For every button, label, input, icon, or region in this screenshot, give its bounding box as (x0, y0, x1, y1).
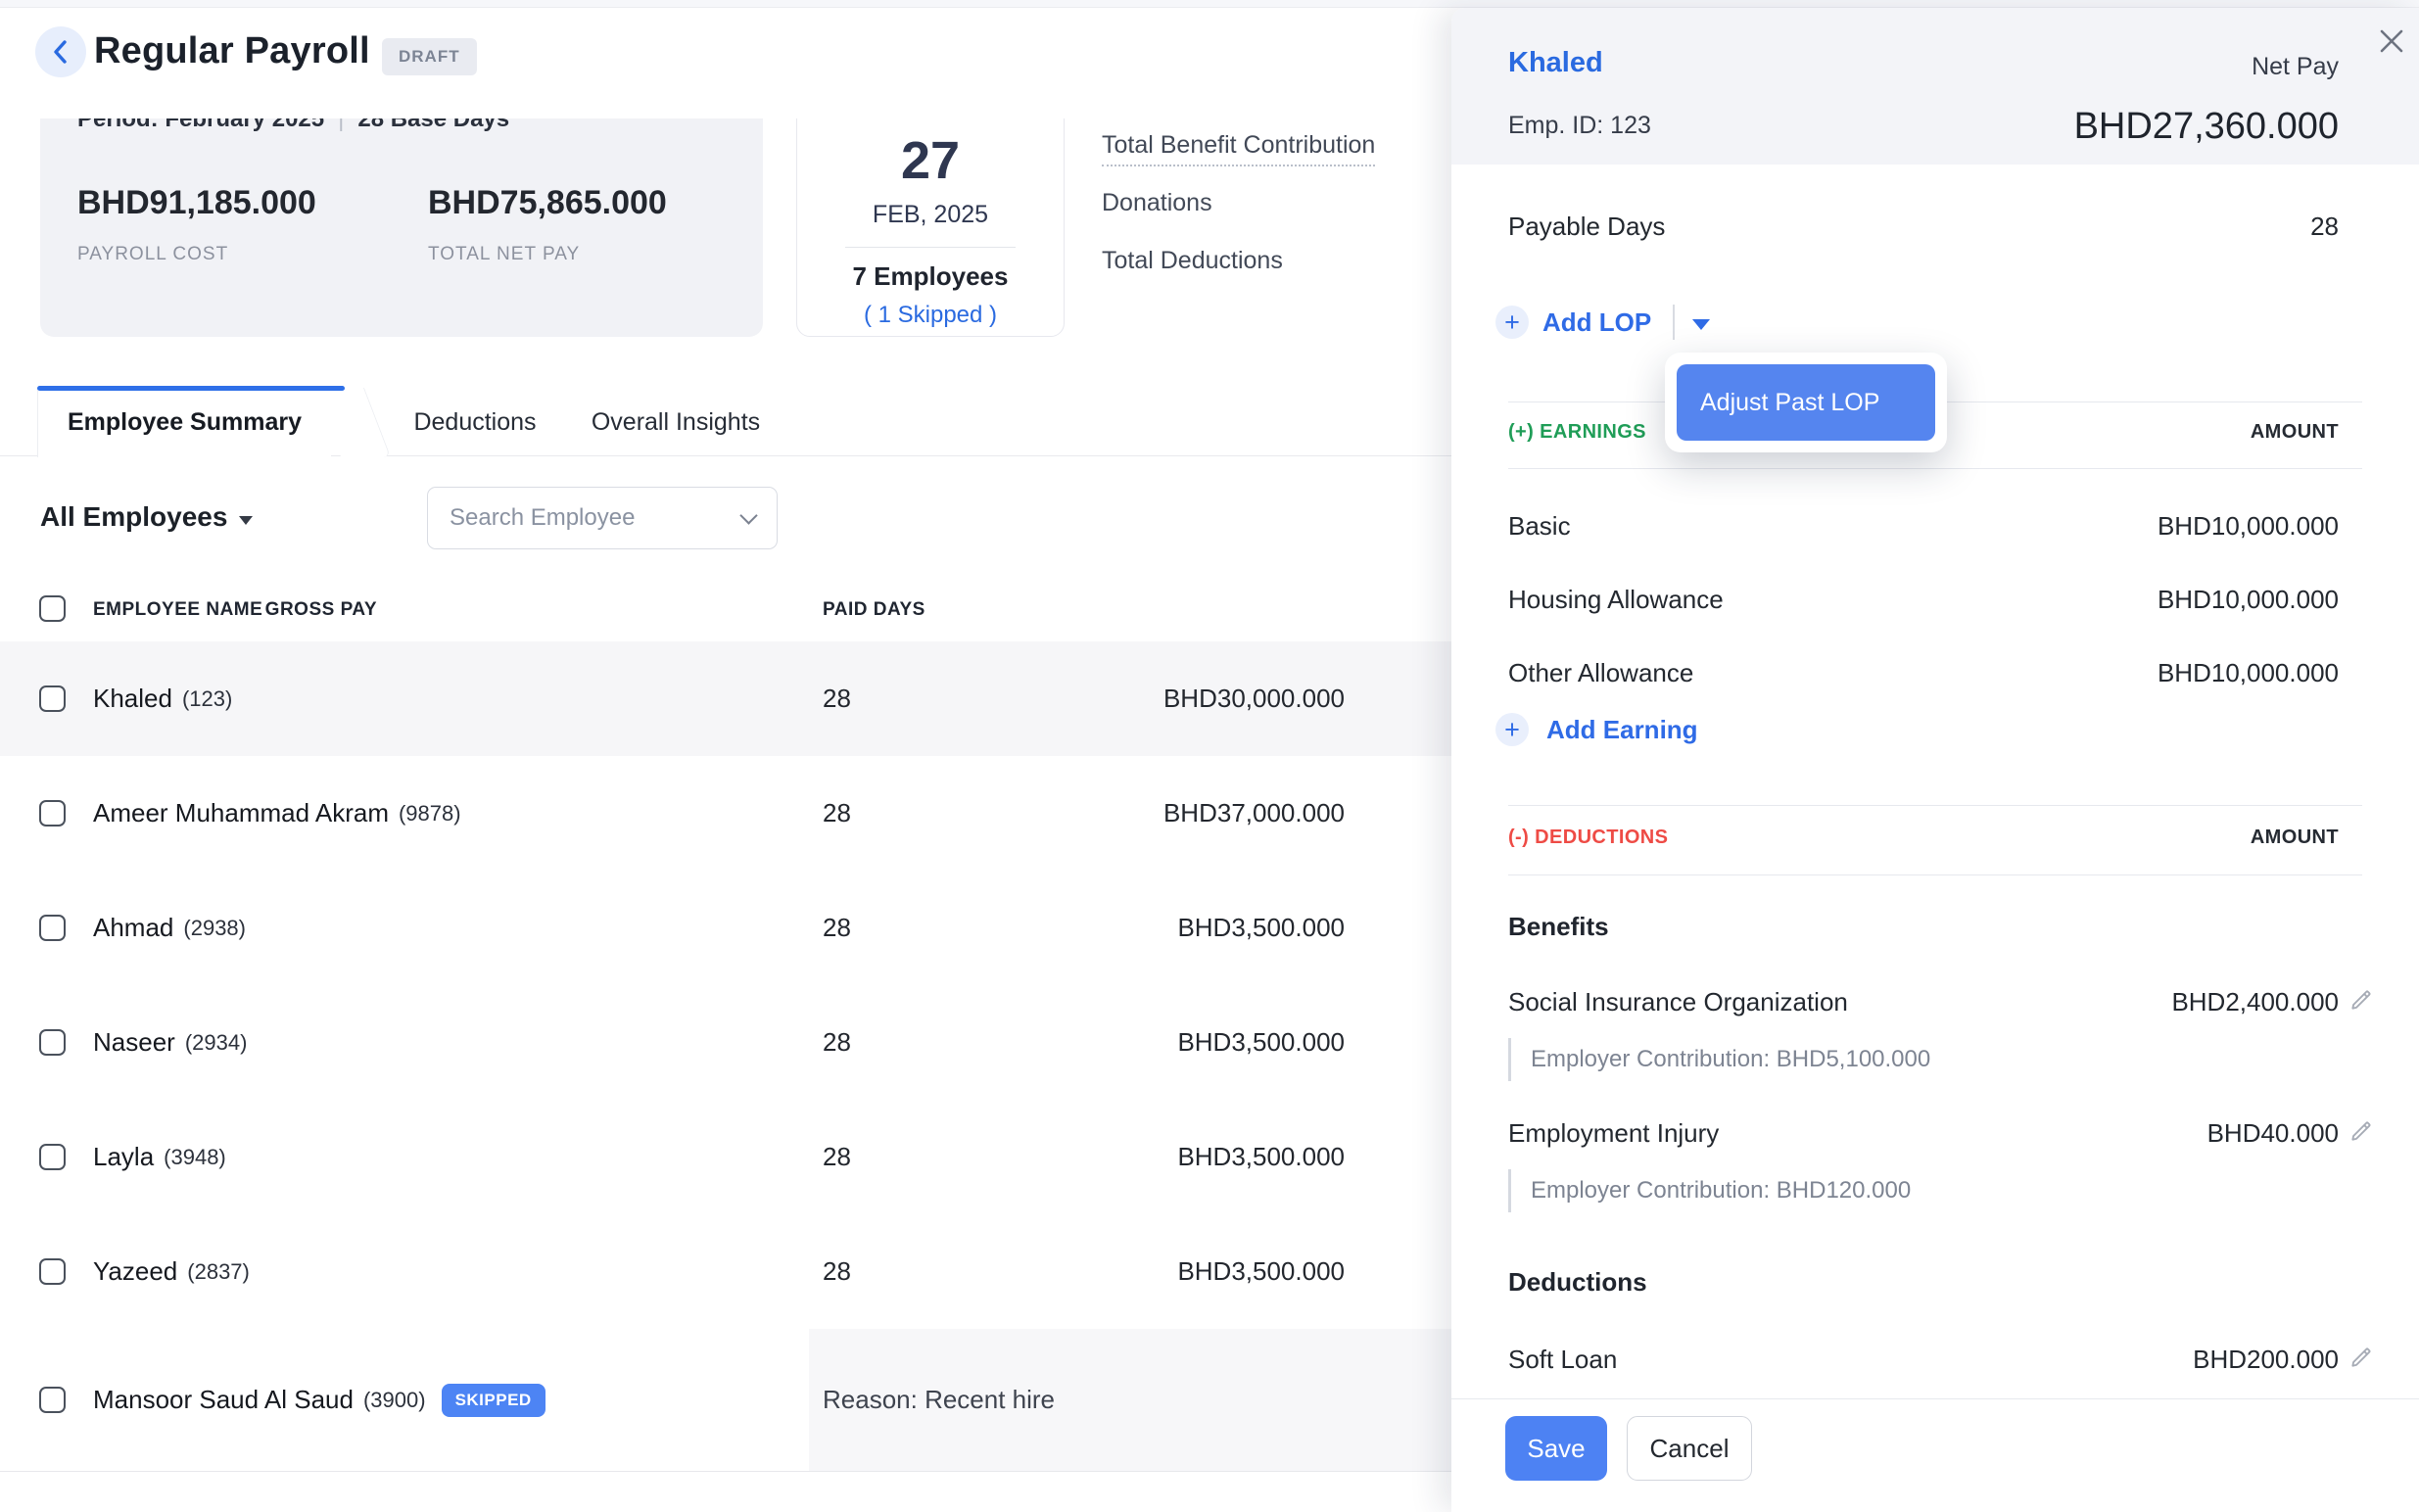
pay-date-card: 27 FEB, 2025 7 Employees ( 1 Skipped ) (796, 94, 1065, 337)
deduction-label: Soft Loan (1508, 1345, 1617, 1375)
deductions-group-title: Deductions (1508, 1267, 1647, 1298)
payroll-cost-card: Period: February 2025|28 Base Days BHD91… (40, 94, 763, 337)
tab-employee-summary[interactable]: Employee Summary (37, 388, 331, 457)
search-employee-input[interactable]: Search Employee (427, 487, 778, 549)
plus-icon: + (1495, 713, 1529, 746)
row-checkbox[interactable] (39, 1387, 66, 1413)
caret-down-icon[interactable] (1692, 319, 1710, 330)
section-divider (1508, 468, 2362, 469)
payroll-cost-value: BHD91,185.000 (77, 184, 316, 222)
deduction-amount: BHD40.000 (2207, 1118, 2339, 1149)
edit-icon[interactable] (2348, 1345, 2374, 1370)
total-net-pay-label: TOTAL NET PAY (428, 244, 667, 265)
deductions-section-header: (-) DEDUCTIONS (1508, 827, 1668, 849)
edit-icon[interactable] (2348, 1118, 2374, 1144)
tab-overall-insights[interactable]: Overall Insights (578, 388, 774, 456)
page-title: Regular Payroll (94, 30, 370, 72)
section-divider (1508, 874, 2362, 875)
deduction-label: Social Insurance Organization (1508, 987, 1848, 1017)
employee-filter-dropdown[interactable]: All Employees (40, 501, 253, 533)
col-paid-days: PAID DAYS (823, 599, 925, 621)
skipped-count-link[interactable]: ( 1 Skipped ) (797, 302, 1064, 329)
panel-header: Khaled Net Pay Emp. ID: 123 BHD27,360.00… (1451, 8, 2419, 165)
payroll-page: Period: February 2025|28 Base Days BHD91… (0, 0, 2419, 1512)
earning-label: Other Allowance (1508, 658, 1693, 688)
row-checkbox[interactable] (39, 1258, 66, 1285)
close-icon (2376, 25, 2407, 57)
earnings-amount-header: AMOUNT (2251, 421, 2339, 444)
employee-count: 7 Employees (797, 261, 1064, 292)
chevron-down-icon (239, 516, 253, 525)
tab-employee-summary-label: Employee Summary (68, 408, 302, 437)
add-earning-button[interactable]: + Add Earning (1495, 713, 1698, 746)
back-button[interactable] (35, 26, 86, 77)
payable-days-label: Payable Days (1508, 212, 1665, 242)
deduction-amount: BHD200.000 (2193, 1345, 2339, 1375)
employer-contribution-note: Employer Contribution: BHD5,100.000 (1508, 1038, 1930, 1081)
deduction-amount: BHD2,400.000 (2171, 987, 2339, 1017)
deductions-amount-header: AMOUNT (2251, 827, 2339, 849)
cancel-button[interactable]: Cancel (1627, 1416, 1752, 1481)
benefits-group-title: Benefits (1508, 912, 1609, 942)
payroll-cost-label: PAYROLL COST (77, 244, 316, 265)
tab-deductions[interactable]: Deductions (382, 388, 568, 456)
status-badge: DRAFT (382, 38, 477, 75)
deduction-label: Employment Injury (1508, 1118, 1719, 1149)
total-deductions-label: Total Deductions (1102, 247, 1375, 275)
add-lop-label: Add LOP (1542, 307, 1651, 338)
earning-label: Basic (1508, 511, 1571, 542)
active-tab-indicator (37, 386, 345, 391)
add-lop-dropdown-menu: Adjust Past LOP (1665, 353, 1947, 452)
payable-days-value: 28 (2310, 212, 2339, 242)
panel-emp-id: Emp. ID: 123 (1508, 112, 1651, 140)
earnings-section-header: (+) EARNINGS (1508, 421, 1646, 444)
add-lop-button[interactable]: + Add LOP (1495, 305, 1710, 340)
panel-net-pay-label: Net Pay (2252, 53, 2339, 81)
chevron-down-icon (739, 506, 757, 524)
button-divider (1673, 305, 1675, 340)
close-panel-button[interactable] (2376, 25, 2407, 57)
save-button[interactable]: Save (1505, 1416, 1607, 1481)
total-net-pay-value: BHD75,865.000 (428, 184, 667, 222)
row-checkbox[interactable] (39, 915, 66, 941)
col-employee-name: EMPLOYEE NAME (93, 599, 262, 621)
earning-label: Housing Allowance (1508, 585, 1724, 615)
skipped-badge: SKIPPED (442, 1384, 545, 1417)
panel-net-pay-value: BHD27,360.000 (2074, 106, 2339, 148)
col-gross-pay: GROSS PAY (265, 599, 377, 621)
earning-amount: BHD10,000.000 (2158, 511, 2339, 542)
employer-contribution-note: Employer Contribution: BHD120.000 (1508, 1169, 1911, 1212)
total-benefit-contribution-label[interactable]: Total Benefit Contribution (1102, 131, 1375, 160)
row-checkbox[interactable] (39, 800, 66, 827)
donations-label: Donations (1102, 189, 1375, 217)
employee-detail-panel: Khaled Net Pay Emp. ID: 123 BHD27,360.00… (1451, 8, 2419, 1512)
panel-employee-name-link[interactable]: Khaled (1508, 47, 1603, 79)
top-strip (0, 0, 2419, 8)
plus-icon: + (1495, 306, 1529, 339)
earning-amount: BHD10,000.000 (2158, 658, 2339, 688)
select-all-checkbox[interactable] (39, 595, 66, 622)
pay-date-month: FEB, 2025 (797, 201, 1064, 229)
row-checkbox[interactable] (39, 685, 66, 712)
panel-footer-divider (1451, 1398, 2419, 1399)
chevron-left-icon (50, 37, 71, 67)
earning-amount: BHD10,000.000 (2158, 585, 2339, 615)
search-placeholder: Search Employee (450, 504, 742, 532)
date-card-divider (845, 247, 1016, 248)
add-earning-label: Add Earning (1546, 715, 1698, 745)
pay-date-day: 27 (797, 134, 1064, 187)
adjust-past-lop-menu-item[interactable]: Adjust Past LOP (1677, 364, 1935, 441)
skip-reason: Reason: Recent hire (823, 1385, 1055, 1415)
edit-icon[interactable] (2348, 987, 2374, 1013)
table-bottom-divider (0, 1471, 1451, 1472)
table-header: EMPLOYEE NAME PAID DAYS GROSS PAY (0, 588, 1451, 641)
row-checkbox[interactable] (39, 1029, 66, 1056)
row-checkbox[interactable] (39, 1144, 66, 1170)
section-divider (1508, 805, 2362, 806)
